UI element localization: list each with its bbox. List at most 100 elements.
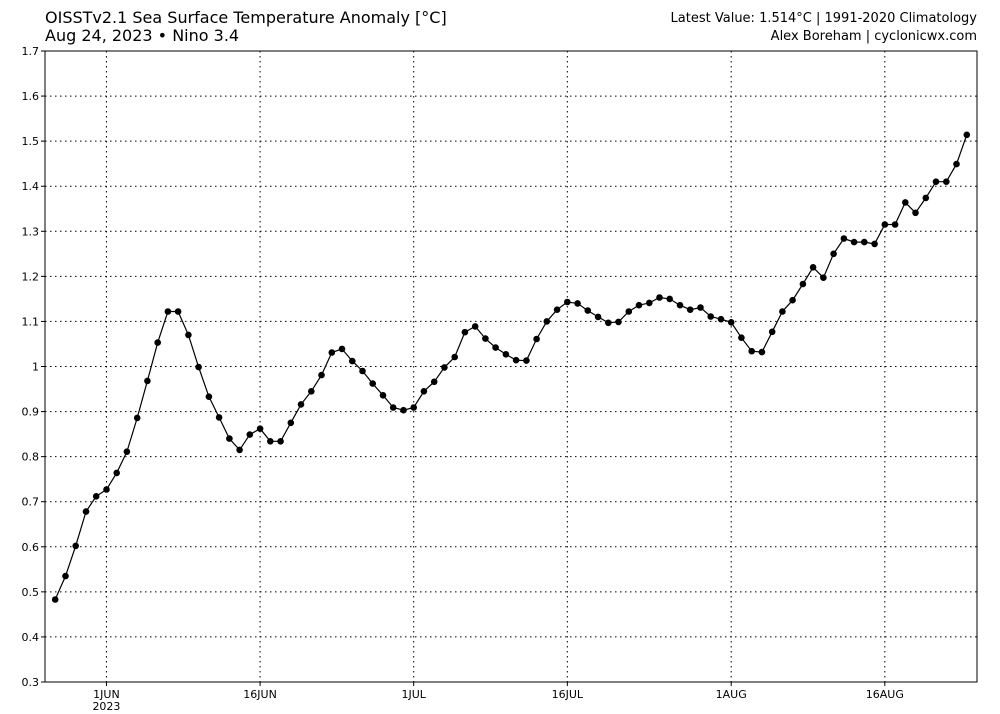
data-point	[635, 301, 643, 309]
data-point	[553, 306, 561, 314]
anomaly-series	[51, 131, 971, 603]
data-point	[82, 508, 90, 515]
data-point	[308, 388, 315, 395]
chart-title: OISSTv2.1 Sea Surface Temperature Anomal…	[45, 8, 447, 27]
data-point	[840, 235, 848, 242]
data-point	[430, 378, 438, 386]
data-point	[461, 328, 469, 336]
data-point	[451, 353, 459, 361]
y-tick-label: 0.9	[22, 406, 40, 419]
data-point	[359, 367, 366, 375]
data-point	[758, 348, 766, 356]
data-point	[133, 414, 141, 422]
subtitle-date: Aug 24, 2023	[45, 26, 153, 45]
y-tick-label: 1.1	[22, 315, 40, 328]
data-point	[881, 221, 889, 228]
data-point	[123, 448, 131, 456]
data-point	[420, 388, 428, 395]
data-point	[379, 392, 387, 399]
data-point	[215, 414, 223, 421]
data-point	[789, 296, 796, 304]
data-point	[564, 298, 571, 306]
data-point	[594, 313, 602, 321]
data-point	[236, 446, 243, 454]
data-point	[246, 431, 254, 438]
data-point	[932, 178, 940, 185]
data-point	[185, 331, 192, 339]
data-point	[727, 319, 735, 326]
data-point	[717, 315, 725, 323]
y-tick-label: 0.3	[22, 676, 40, 689]
axes: 0.3 0.4 0.5 0.6 0.7 0.8 0.9 1 1.1 1.2 1.3 1.4 1.5 1.6…	[22, 45, 904, 713]
data-point	[656, 294, 663, 301]
y-tick-label: 0.6	[22, 541, 40, 554]
data-point	[164, 308, 172, 315]
data-point	[400, 406, 407, 414]
data-point	[584, 307, 592, 314]
data-point	[963, 131, 971, 139]
y-tick-label: 1.7	[22, 45, 40, 58]
data-point	[338, 345, 346, 353]
data-point	[943, 178, 950, 185]
data-point	[144, 377, 151, 385]
series-line	[54, 134, 968, 600]
data-point	[830, 250, 837, 258]
data-point	[277, 438, 284, 445]
data-point	[441, 364, 448, 371]
data-point	[51, 596, 59, 603]
data-point	[697, 304, 704, 311]
y-tick-label: 0.7	[22, 496, 40, 509]
data-point	[154, 339, 161, 346]
data-point	[113, 469, 120, 477]
data-point	[195, 363, 202, 371]
data-point	[738, 334, 745, 342]
data-point	[922, 194, 930, 202]
y-tick-label: 1.2	[22, 270, 40, 283]
data-point	[748, 347, 755, 355]
data-point	[533, 335, 540, 343]
x-tick-label: 16AUG	[866, 688, 904, 701]
x-tick-label: 1JUN	[93, 688, 120, 701]
data-point	[543, 318, 551, 325]
data-point	[410, 404, 418, 411]
data-point	[512, 356, 520, 364]
data-point	[492, 344, 499, 351]
data-point	[103, 486, 110, 493]
y-tick-label: 1.4	[22, 180, 40, 193]
data-point	[256, 425, 264, 433]
data-point	[62, 572, 69, 580]
data-point	[523, 357, 530, 364]
y-tick-label: 1.6	[22, 90, 40, 103]
chart-subtitle: Aug 24, 2023 • Nino 3.4	[45, 28, 239, 44]
data-point	[482, 335, 489, 342]
data-point	[605, 319, 612, 327]
data-point	[891, 221, 899, 228]
data-point	[707, 313, 714, 320]
data-point	[646, 299, 653, 307]
data-point	[502, 351, 510, 358]
subtitle-separator: •	[157, 26, 168, 45]
y-tick-label: 0.4	[22, 631, 40, 644]
data-point	[226, 435, 233, 442]
data-point	[953, 160, 960, 168]
data-point	[328, 349, 336, 356]
data-point	[809, 264, 817, 271]
y-tick-label: 0.5	[22, 586, 40, 599]
y-tick-label: 1.3	[22, 225, 40, 238]
plot-frame	[44, 50, 978, 683]
data-point	[625, 308, 633, 315]
data-point	[72, 542, 79, 550]
data-point	[92, 493, 100, 500]
data-point	[574, 300, 581, 307]
data-point	[471, 323, 479, 330]
data-point	[369, 380, 377, 387]
data-point	[349, 357, 356, 365]
x-tick-label: 1JUL	[401, 688, 426, 701]
y-tick-label: 1.5	[22, 135, 40, 148]
x-tick-label: 16JUN	[243, 688, 277, 701]
subtitle-region: Nino 3.4	[172, 26, 240, 45]
grid-lines	[45, 50, 977, 683]
data-point	[902, 199, 909, 206]
latest-value-label: Latest Value: 1.514°C | 1991-2020 Climat…	[670, 11, 977, 26]
data-point	[820, 274, 827, 282]
